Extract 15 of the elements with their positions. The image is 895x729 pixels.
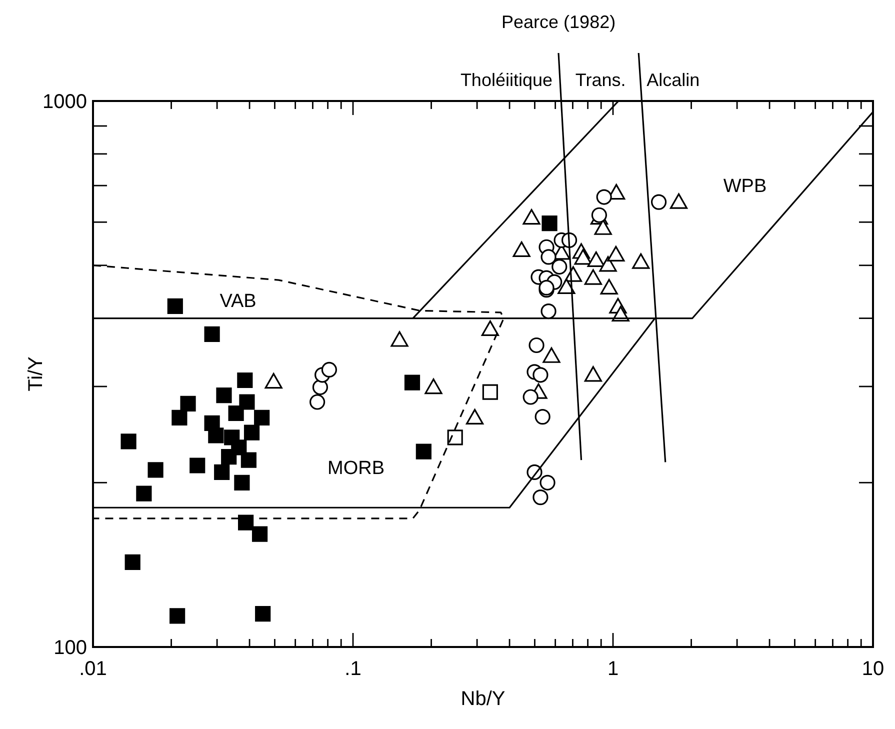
annotation: MORB [328, 458, 384, 479]
x-tick-label: 10 [862, 658, 884, 680]
text: Pearce (1982) [502, 12, 616, 32]
x-tick-label: 1 [607, 658, 619, 680]
text: Alcalin [646, 70, 700, 90]
text: Trans. [575, 70, 626, 90]
x-axis-title: Nb/Y [460, 688, 506, 710]
y-tick-label: 100 [54, 637, 87, 659]
y-axis-title: Ti/Y [25, 356, 47, 392]
x-tick-label: .01 [79, 658, 107, 680]
text: Tholéiitique [460, 70, 552, 90]
x-tick-label: .1 [344, 658, 362, 680]
y-tick-label: 1000 [42, 91, 87, 113]
annotation: WPB [723, 176, 767, 197]
annotation: VAB [220, 291, 256, 312]
